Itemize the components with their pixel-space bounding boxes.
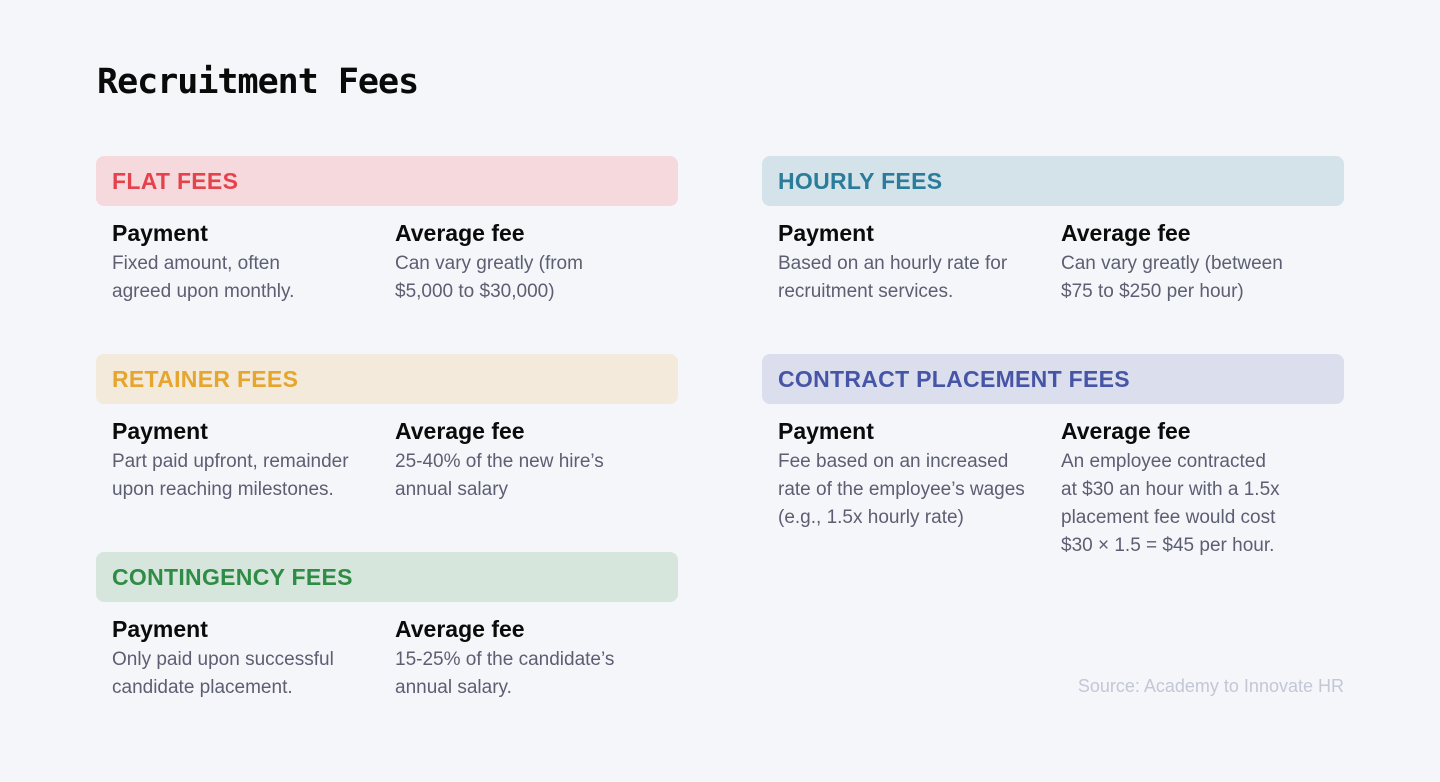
section-contingency-fees: CONTINGENCY FEES Payment Only paid upon … [96, 552, 678, 702]
average-fee-text: Can vary greatly (between $75 to $250 pe… [1061, 253, 1283, 302]
payment-label: Payment [778, 418, 874, 444]
section-flat-fees: FLAT FEES Payment Fixed amount, often ag… [96, 156, 678, 306]
average-fee-column: Average fee Can vary greatly (from $5,00… [395, 218, 678, 306]
payment-label: Payment [112, 616, 208, 642]
payment-label: Payment [112, 220, 208, 246]
payment-column: Payment Part paid upfront, remainder upo… [112, 416, 395, 504]
section-header: RETAINER FEES [96, 354, 678, 404]
section-hourly-fees: HOURLY FEES Payment Based on an hourly r… [762, 156, 1344, 306]
section-header: CONTRACT PLACEMENT FEES [762, 354, 1344, 404]
payment-text: Only paid upon successful candidate plac… [112, 649, 334, 698]
source-citation: Source: Academy to Innovate HR [1077, 676, 1344, 696]
section-header: CONTINGENCY FEES [96, 552, 678, 602]
average-fee-label: Average fee [395, 418, 525, 444]
average-fee-column: Average fee An employee contracted at $3… [1061, 416, 1344, 560]
average-fee-label: Average fee [1061, 220, 1191, 246]
section-contract-placement-fees: CONTRACT PLACEMENT FEES Payment Fee base… [762, 354, 1344, 560]
payment-column: Payment Based on an hourly rate for recr… [778, 218, 1061, 306]
section-body: Payment Fixed amount, often agreed upon … [96, 218, 678, 306]
section-body: Payment Part paid upfront, remainder upo… [96, 416, 678, 504]
payment-column: Payment Only paid upon successful candid… [112, 614, 395, 702]
average-fee-label: Average fee [395, 220, 525, 246]
payment-text: Fixed amount, often agreed upon monthly. [112, 253, 295, 302]
average-fee-text: An employee contracted at $30 an hour wi… [1061, 451, 1280, 556]
average-fee-column: Average fee 15-25% of the candidate’s an… [395, 614, 678, 702]
section-body: Payment Only paid upon successful candid… [96, 614, 678, 702]
average-fee-label: Average fee [395, 616, 525, 642]
average-fee-label: Average fee [1061, 418, 1191, 444]
average-fee-text: 15-25% of the candidate’s annual salary. [395, 649, 615, 698]
payment-label: Payment [778, 220, 874, 246]
payment-text: Based on an hourly rate for recruitment … [778, 253, 1008, 302]
average-fee-column: Average fee 25-40% of the new hire’s ann… [395, 416, 678, 504]
payment-label: Payment [112, 418, 208, 444]
section-header: FLAT FEES [96, 156, 678, 206]
section-body: Payment Fee based on an increased rate o… [762, 416, 1344, 560]
average-fee-text: 25-40% of the new hire’s annual salary [395, 451, 604, 500]
payment-column: Payment Fee based on an increased rate o… [778, 416, 1061, 560]
section-body: Payment Based on an hourly rate for recr… [762, 218, 1344, 306]
section-header: HOURLY FEES [762, 156, 1344, 206]
average-fee-text: Can vary greatly (from $5,000 to $30,000… [395, 253, 583, 302]
payment-text: Part paid upfront, remainder upon reachi… [112, 451, 349, 500]
average-fee-column: Average fee Can vary greatly (between $7… [1061, 218, 1344, 306]
section-retainer-fees: RETAINER FEES Payment Part paid upfront,… [96, 354, 678, 504]
payment-column: Payment Fixed amount, often agreed upon … [112, 218, 395, 306]
page-title: Recruitment Fees [97, 62, 419, 102]
payment-text: Fee based on an increased rate of the em… [778, 451, 1025, 528]
